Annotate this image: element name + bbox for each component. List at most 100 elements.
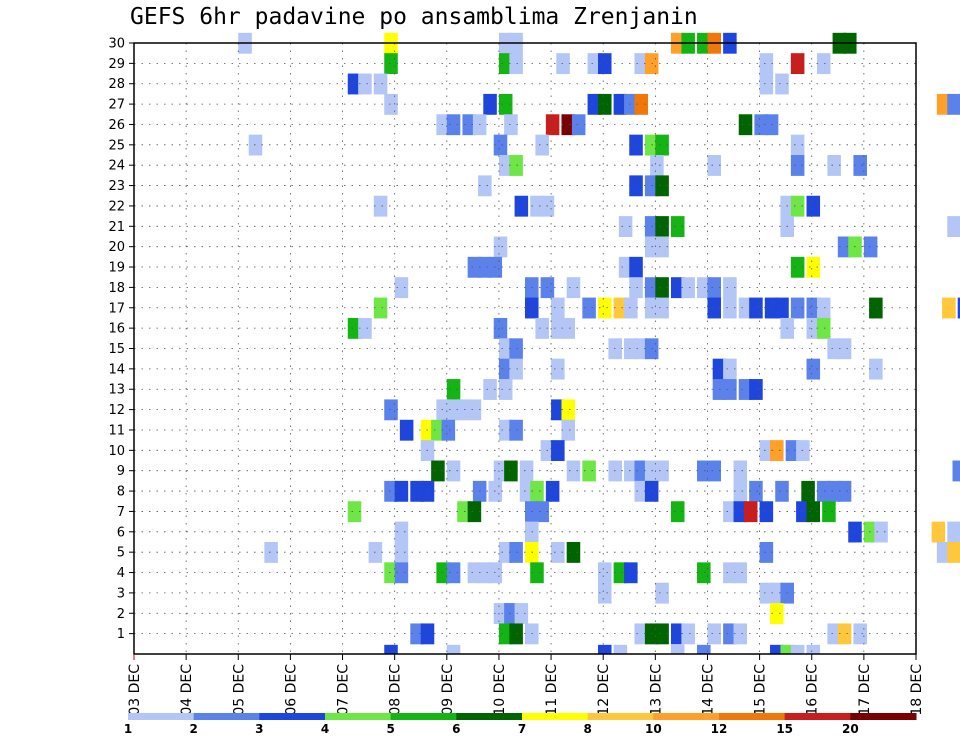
heatmap-cell <box>498 358 513 380</box>
heatmap-cell <box>837 480 852 502</box>
y-tick-label: 9 <box>117 464 125 479</box>
x-tick-label: 10 DEC <box>492 664 508 716</box>
heatmap-cell <box>655 582 669 604</box>
heatmap-cell <box>723 358 737 380</box>
heatmap-cell <box>816 480 831 502</box>
x-axis: 03 DEC 04 DEC 05 DEC 06 DEC 07 DEC 08 DEC 09 D… <box>127 654 925 716</box>
heatmap-cell <box>738 297 753 319</box>
heatmap-cell <box>790 297 805 319</box>
heatmap-cell <box>707 277 721 299</box>
heatmap-cell <box>759 582 774 604</box>
heatmap-cell <box>358 73 372 95</box>
heatmap-cell <box>806 501 821 523</box>
heatmap-cell <box>264 541 278 563</box>
heatmap-cell <box>545 114 560 136</box>
y-tick-label: 24 <box>108 159 125 174</box>
colorbar-segment <box>719 713 786 720</box>
heatmap-cell <box>493 317 508 339</box>
heatmap-cell <box>790 195 805 217</box>
heatmap-cell <box>697 460 711 482</box>
heatmap-cell <box>551 440 565 462</box>
heatmap-cell <box>441 419 456 441</box>
heatmap-cell <box>869 297 883 319</box>
heatmap-cell <box>723 379 737 400</box>
heatmap-cell <box>723 501 737 523</box>
colorbar-segment <box>193 713 260 720</box>
heatmap-cell <box>514 603 529 624</box>
y-tick-label: 5 <box>117 546 125 561</box>
y-tick-label: 1 <box>117 627 125 642</box>
y-tick-label: 23 <box>108 179 125 194</box>
y-tick-label: 13 <box>108 383 125 398</box>
heatmap-cell <box>498 155 513 176</box>
x-tick-label: 18 DEC <box>909 664 925 716</box>
heatmap-cell <box>613 93 628 115</box>
heatmap-cell <box>446 644 461 654</box>
y-tick-label: 2 <box>117 607 125 622</box>
heatmap-cell <box>790 53 805 75</box>
heatmap-cell <box>493 236 508 258</box>
heatmap-cell <box>597 644 612 654</box>
heatmap-cell <box>498 623 513 645</box>
heatmap-cell <box>561 399 576 421</box>
heatmap-cell <box>942 297 956 319</box>
heatmap-cell <box>816 317 831 339</box>
heatmap-cell <box>561 317 576 339</box>
heatmap-cell <box>478 562 492 584</box>
heatmap-cell <box>670 501 685 523</box>
heatmap-cell <box>535 134 549 156</box>
heatmap-cell <box>509 623 523 645</box>
heatmap-cell <box>634 93 649 115</box>
x-tick-label: 17 DEC <box>857 664 873 716</box>
heatmap-cell <box>874 521 888 543</box>
heatmap-cell <box>582 297 596 319</box>
heatmap-cells <box>238 32 960 654</box>
heatmap-cell <box>624 338 638 360</box>
heatmap-cell <box>582 460 596 482</box>
heatmap-cell <box>754 114 768 136</box>
heatmap-cell <box>483 379 497 400</box>
heatmap-cell <box>655 297 669 319</box>
heatmap-cell <box>535 317 549 339</box>
colorbar-label: 7 <box>518 722 526 736</box>
heatmap-cell <box>775 297 789 319</box>
heatmap-cell <box>399 419 414 441</box>
heatmap-cell <box>384 562 398 584</box>
heatmap-cell <box>775 73 789 95</box>
y-tick-label: 17 <box>108 301 125 316</box>
heatmap-cell <box>566 277 581 299</box>
y-tick-label: 22 <box>108 199 125 214</box>
y-tick-label: 3 <box>117 586 125 601</box>
heatmap-cell <box>457 399 471 421</box>
heatmap-cell <box>759 541 774 563</box>
heatmap-cell <box>493 134 508 156</box>
heatmap-cell <box>801 480 815 502</box>
colorbar: 1 2 3 4 5 6 7 8 10 12 15 20 <box>124 713 917 736</box>
colorbar-label: 6 <box>452 722 460 736</box>
colorbar-label: 10 <box>645 722 662 736</box>
heatmap-cell <box>446 379 461 400</box>
heatmap-cell <box>697 562 711 584</box>
y-tick-label: 19 <box>108 261 125 276</box>
heatmap-cell <box>551 317 565 339</box>
chart-title: GEFS 6hr padavine po ansamblima Zrenjani… <box>130 4 698 30</box>
heatmap-cell <box>358 317 372 339</box>
heatmap-cell <box>498 93 513 115</box>
colorbar-label: 20 <box>842 722 859 736</box>
heatmap-cell <box>655 236 669 258</box>
heatmap-cell <box>697 644 711 654</box>
heatmap-cell <box>561 419 576 441</box>
heatmap-cell <box>597 53 612 75</box>
heatmap-cell <box>947 521 960 543</box>
heatmap-cell <box>556 53 570 75</box>
heatmap-cell <box>806 358 821 380</box>
heatmap-cell <box>394 277 409 299</box>
x-tick-label: 13 DEC <box>648 664 664 716</box>
heatmap-cell <box>634 460 649 482</box>
x-tick-label: 11 DEC <box>544 664 560 716</box>
heatmap-cell <box>597 93 612 115</box>
heatmap-cell <box>373 73 388 95</box>
heatmap-cell <box>707 297 721 319</box>
heatmap-cell <box>947 541 960 563</box>
y-tick-label: 30 <box>108 37 125 52</box>
